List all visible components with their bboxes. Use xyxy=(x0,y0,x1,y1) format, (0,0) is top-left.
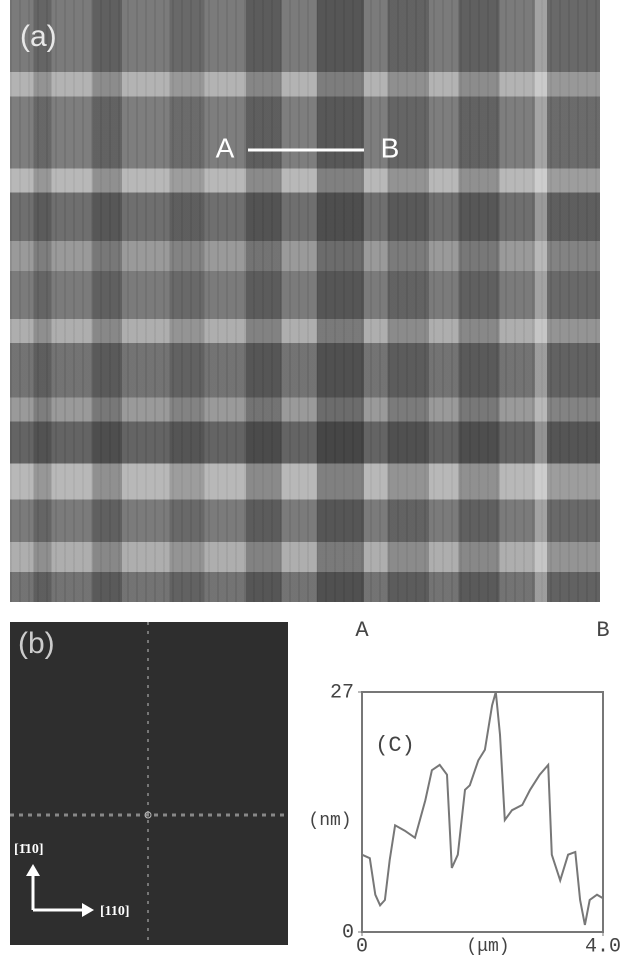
panel-label: (a) xyxy=(20,20,57,53)
marker-a: A xyxy=(355,618,369,643)
x-tick-label: 4.0 xyxy=(585,935,621,958)
x-axis-label: (μm) xyxy=(466,937,509,957)
x-tick-label: 0 xyxy=(356,935,368,958)
arrow-head xyxy=(82,903,94,917)
overlay: (a) A B (b) [1̄10] [110] A B (C) (nm) (μ… xyxy=(0,0,624,965)
page: {"panel_a": {"label": "(a)", "markers": … xyxy=(0,0,624,965)
y-axis-label: (nm) xyxy=(308,811,351,831)
profile-line xyxy=(362,692,603,925)
panel-label: (b) xyxy=(18,627,55,660)
marker-a: A xyxy=(216,132,235,163)
panel-label: (C) xyxy=(375,733,415,758)
plot-frame xyxy=(362,692,603,932)
marker-b: B xyxy=(596,618,609,643)
y-tick-label: 0 xyxy=(342,921,354,944)
axis-label: [1̄10] xyxy=(14,842,44,857)
axis-label: [110] xyxy=(100,904,130,919)
y-tick-label: 27 xyxy=(330,681,354,704)
marker-b: B xyxy=(381,132,400,163)
arrow-head xyxy=(26,864,40,876)
